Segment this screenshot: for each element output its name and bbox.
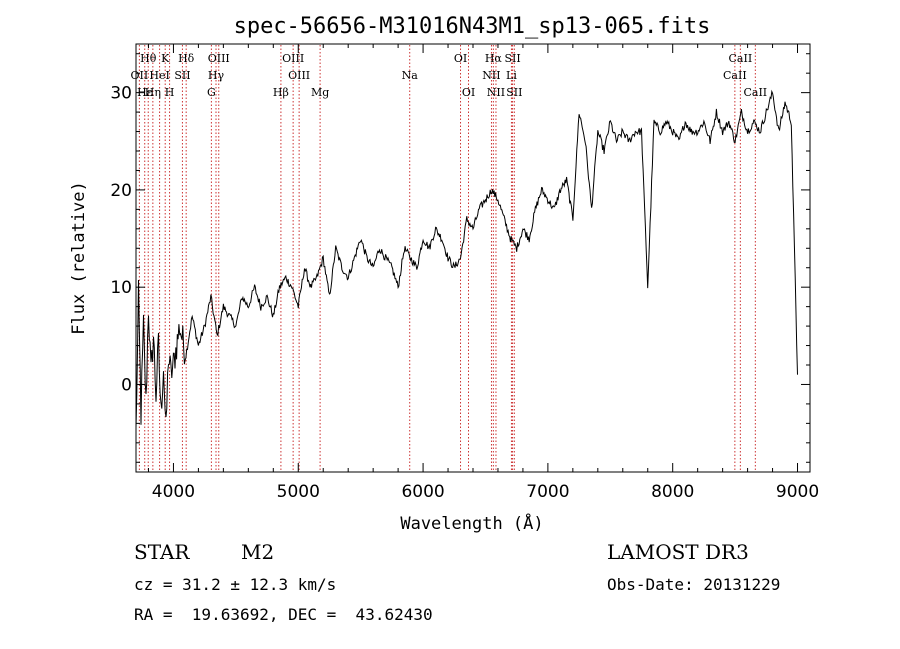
x-tick-label-2: 6000 xyxy=(401,482,444,502)
line-label-25: CaII xyxy=(729,52,753,65)
line-label-3: Hη xyxy=(145,86,161,99)
line-label-4: K xyxy=(161,52,170,65)
y-tick-label-3: 30 xyxy=(110,84,132,104)
line-label-0: Hθ xyxy=(140,52,157,65)
redshift-text: cz = 31.2 ± 12.3 km/s xyxy=(134,575,336,594)
line-label-26: CaII xyxy=(723,69,747,82)
line-label-8: SII xyxy=(174,69,190,82)
line-label-24: SII xyxy=(506,86,522,99)
line-label-15: Mg xyxy=(311,86,329,99)
y-axis-label: Flux (relative) xyxy=(69,181,89,335)
y-tick-label-0: 0 xyxy=(121,375,132,395)
x-axis: 4000 5000 6000 7000 8000 9000 xyxy=(147,44,819,502)
plot-frame xyxy=(135,43,811,473)
x-tick-label-1: 5000 xyxy=(277,482,320,502)
line-label-17: OI xyxy=(454,52,467,65)
spectrum-line xyxy=(135,89,798,428)
survey-name: LAMOST DR3 xyxy=(607,540,749,564)
object-class: STAR xyxy=(134,540,190,564)
x-tick-label-3: 7000 xyxy=(526,482,569,502)
line-label-23: Li xyxy=(506,69,517,82)
obs-date: Obs-Date: 20131229 xyxy=(607,575,780,594)
line-label-22: SII xyxy=(504,52,520,65)
line-label-27: CaII xyxy=(743,86,767,99)
y-tick-label-2: 20 xyxy=(110,181,132,201)
x-tick-label-0: 4000 xyxy=(152,482,195,502)
line-label-9: OIII xyxy=(208,52,230,65)
coordinates: RA = 19.63692, DEC = 43.62430 xyxy=(134,605,433,624)
line-label-10: Hγ xyxy=(208,69,225,82)
line-label-6: H xyxy=(165,86,175,99)
line-label-20: NII xyxy=(482,69,500,82)
line-label-19: Hα xyxy=(485,52,503,65)
line-label-11: G xyxy=(207,86,216,99)
spectral-line-markers xyxy=(138,45,756,471)
x-axis-label: Wavelength (Å) xyxy=(400,512,543,534)
x-tick-label-5: 9000 xyxy=(776,482,819,502)
x-tick-label-4: 8000 xyxy=(651,482,694,502)
line-label-16: Na xyxy=(402,69,419,82)
line-label-14: OIII xyxy=(288,69,310,82)
chart-title: spec-56656-M31016N43M1_sp13-065.fits xyxy=(234,14,711,39)
line-label-5: HeI xyxy=(149,69,169,82)
object-subclass: M2 xyxy=(241,540,274,564)
line-label-12: Hβ xyxy=(273,86,289,99)
line-label-18: OI xyxy=(462,86,475,99)
line-label-7: Hδ xyxy=(178,52,195,65)
line-label-13: OIII xyxy=(282,52,304,65)
y-axis: 0 10 20 30 xyxy=(110,53,810,463)
line-label-21: NII xyxy=(487,86,505,99)
line-label-1: OII xyxy=(131,69,149,82)
y-tick-label-1: 10 xyxy=(110,278,132,298)
